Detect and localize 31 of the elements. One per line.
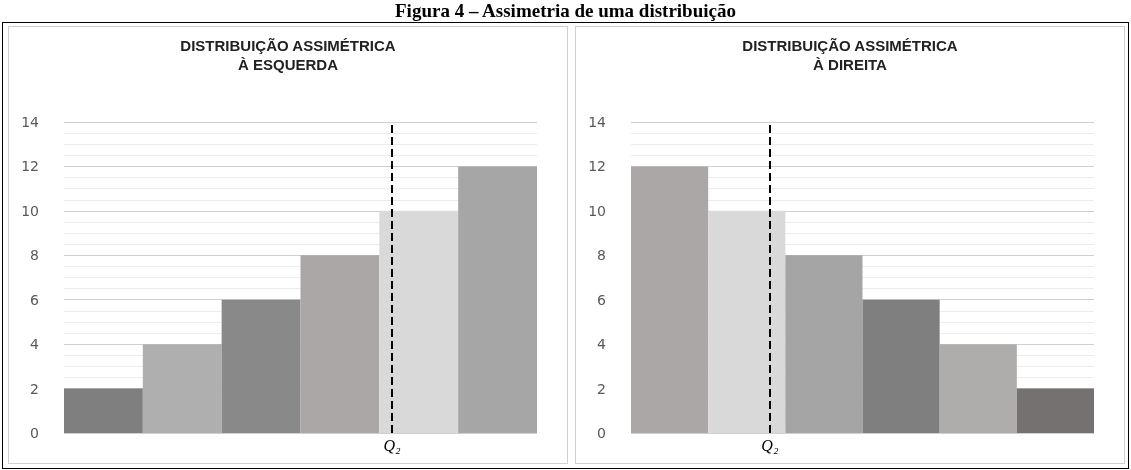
bar (939, 344, 1017, 433)
bar (221, 299, 301, 433)
chart-title: DISTRIBUIÇÃO ASSIMÉTRICA À ESQUERDA (180, 37, 396, 73)
bar (64, 388, 143, 433)
bar (458, 166, 537, 433)
y-tick-label: 14 (21, 114, 40, 130)
bar (142, 344, 222, 433)
y-tick-label: 2 (30, 380, 39, 397)
text: Q₂ (761, 436, 779, 454)
y-tick-label: 14 (588, 114, 607, 130)
y-tick-label: 0 (30, 425, 39, 441)
y-tick-label: 6 (30, 291, 40, 308)
y-tick-label: 2 (597, 380, 606, 397)
y-tick-label: 6 (597, 291, 607, 308)
bar (862, 299, 940, 433)
y-tick-label: 12 (588, 158, 606, 175)
y-tick-label: 4 (597, 336, 607, 353)
text: Q₂ (383, 436, 401, 454)
y-tick-label: 8 (30, 247, 39, 264)
y-tick-label: 4 (30, 336, 40, 353)
y-tick-label: 10 (588, 202, 606, 219)
y-tick-label: 10 (21, 202, 39, 219)
y-tick-label: 12 (21, 158, 39, 175)
y-tick-label: 8 (597, 247, 606, 264)
bar (631, 166, 709, 433)
text: Figura 4 – Assimetria de uma distribuição (394, 0, 737, 22)
bar (785, 255, 863, 433)
chart-title: DISTRIBUIÇÃO ASSIMÉTRICA À DIREITA (742, 37, 958, 73)
bar (300, 255, 380, 433)
bar (1016, 388, 1094, 433)
y-tick-label: 0 (597, 425, 606, 441)
